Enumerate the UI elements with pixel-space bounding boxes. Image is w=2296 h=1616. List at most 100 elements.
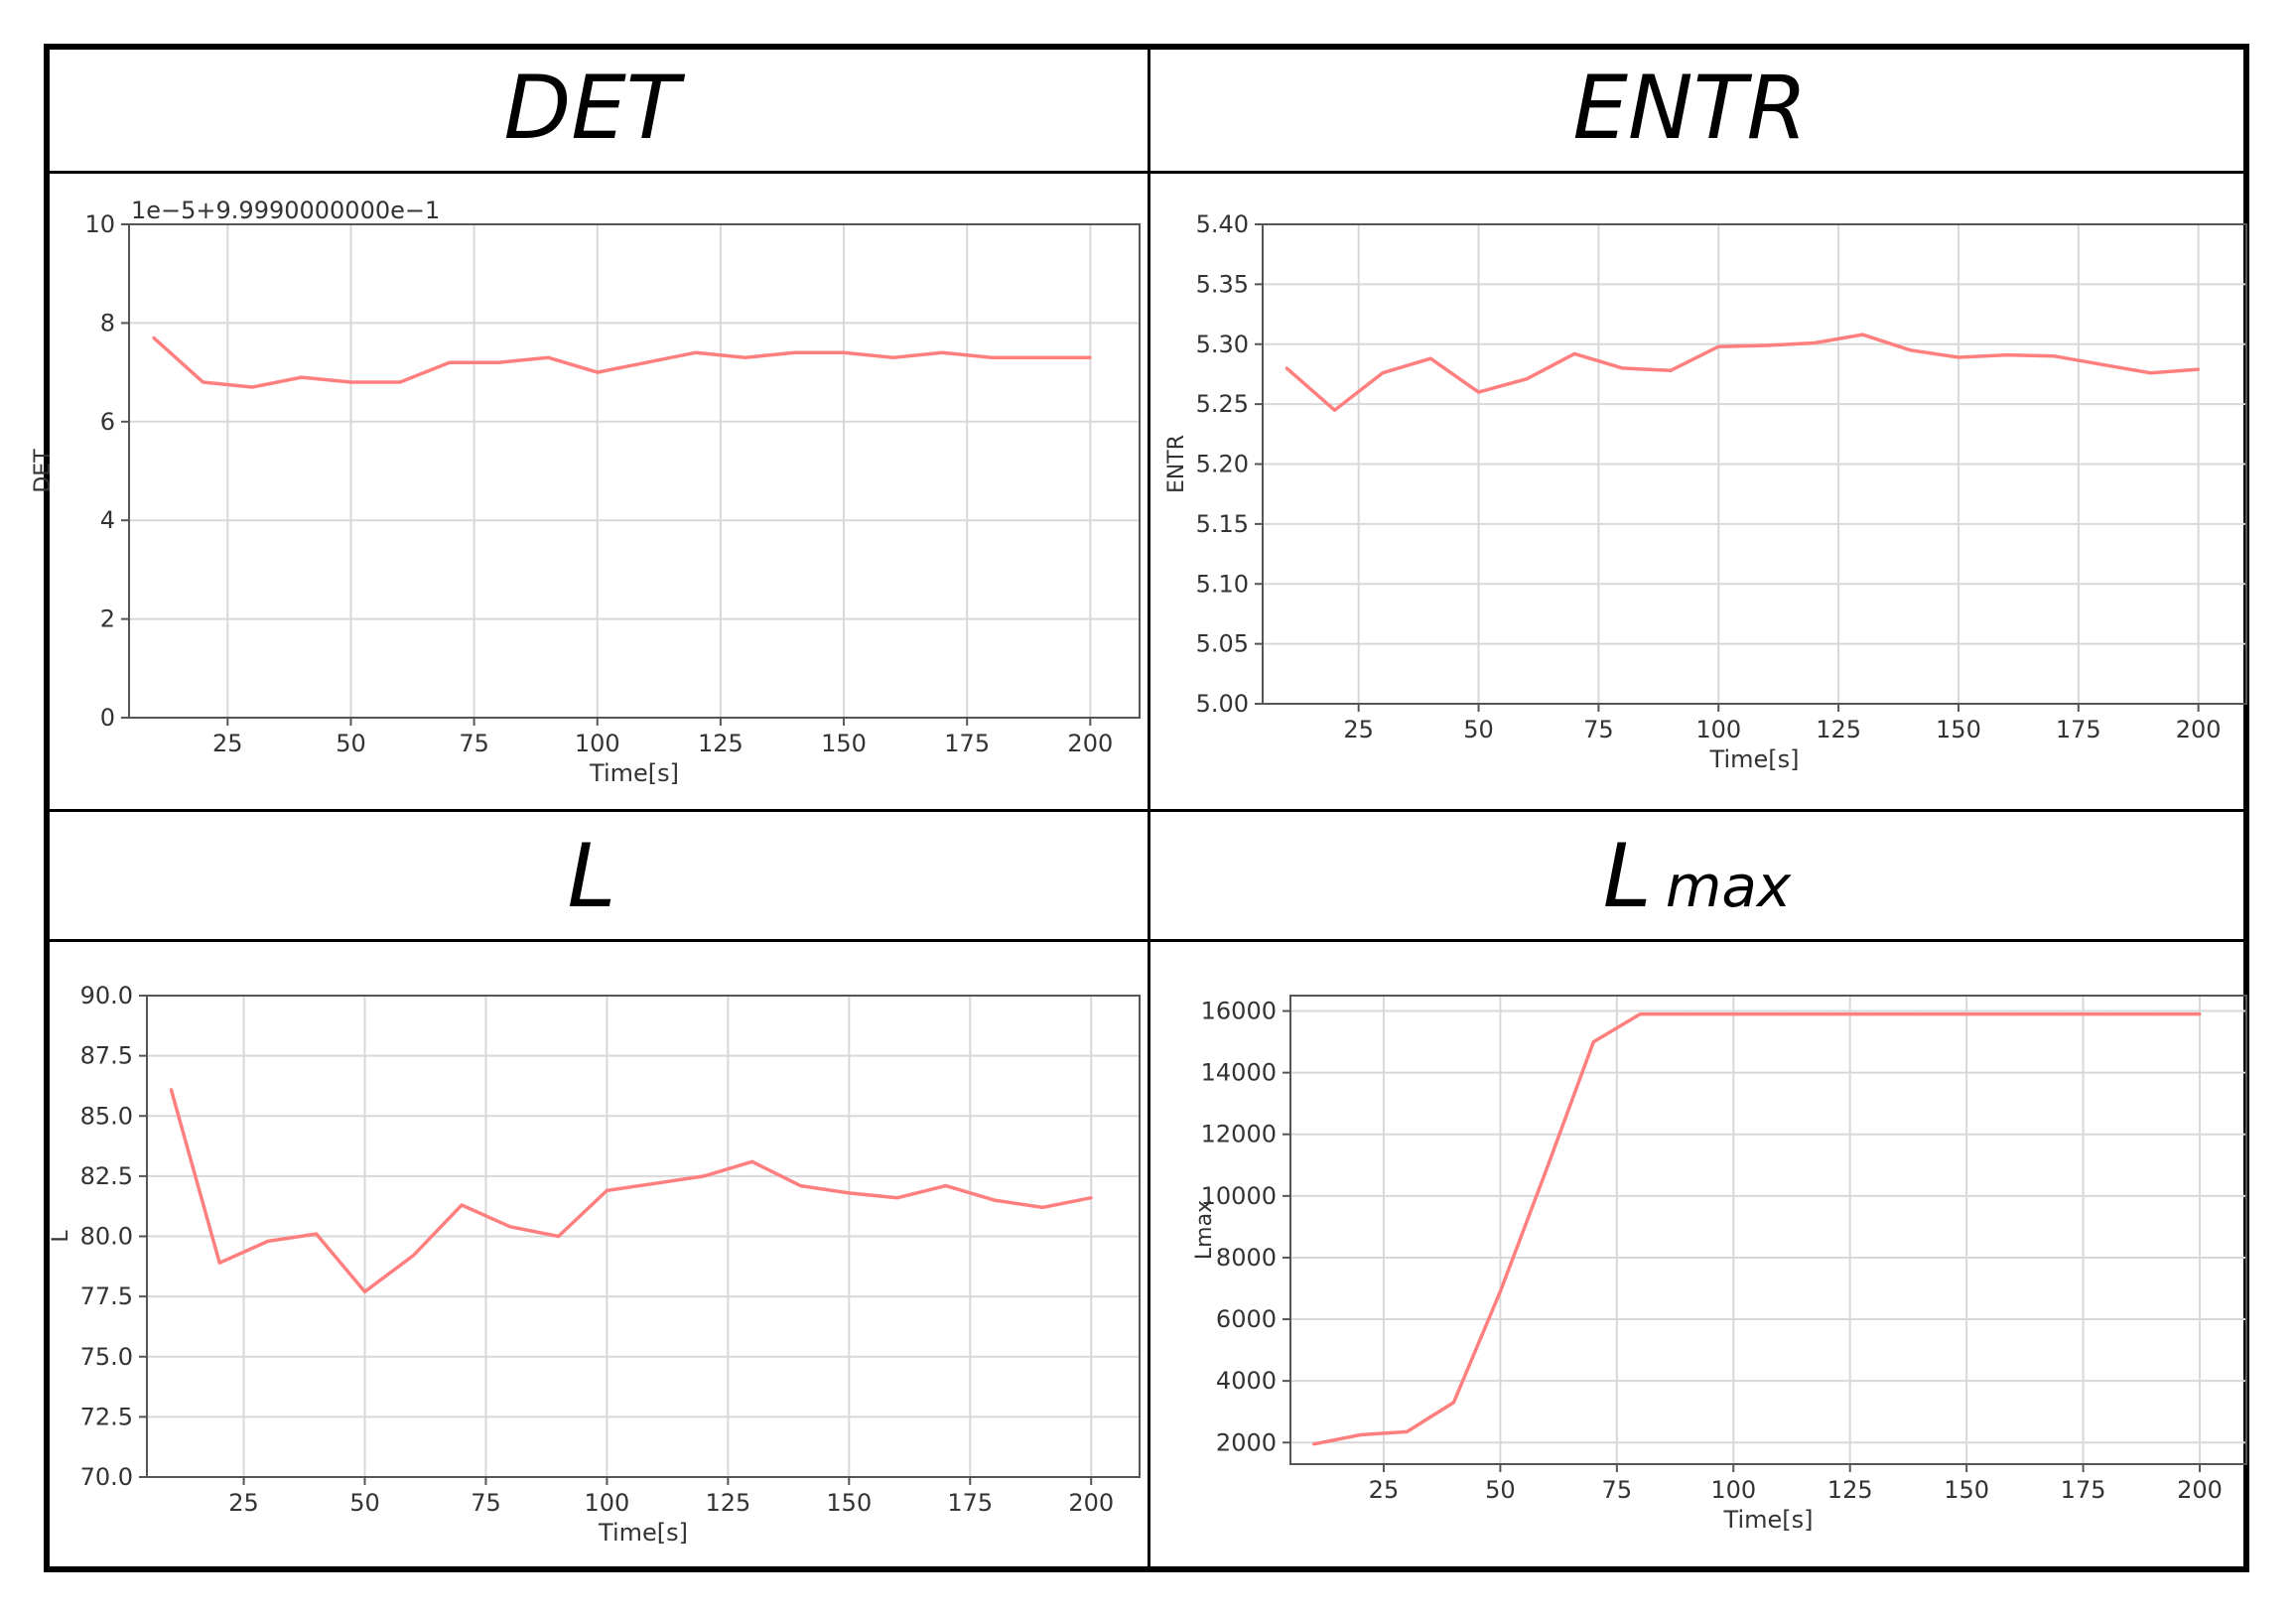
det-data-point <box>546 355 550 359</box>
l-data-point <box>363 1289 367 1293</box>
entr-series-line <box>1285 333 2199 412</box>
l-y-tick-label: 87.5 <box>80 1042 133 1070</box>
l-data-point <box>799 1184 803 1188</box>
entr-data-point <box>1957 355 1960 359</box>
l-series-line <box>169 1089 1092 1294</box>
lmax-data-point <box>2151 1012 2155 1016</box>
det-y-tick-label: 2 <box>100 606 115 633</box>
lmax-data-point <box>2058 1012 2062 1016</box>
l-data-point <box>217 1261 221 1265</box>
l-data-point <box>169 1088 173 1092</box>
panel-title-l: L <box>567 825 616 927</box>
det-data-point <box>792 350 796 354</box>
lmax-series-line <box>1313 1011 2200 1446</box>
lmax-data-point <box>2198 1012 2202 1016</box>
lmax-y-tick-label: 2000 <box>1216 1428 1277 1456</box>
lmax-x-tick-label: 75 <box>1602 1476 1633 1504</box>
lmax-x-tick-label: 25 <box>1369 1476 1400 1504</box>
det-data-point <box>940 350 944 354</box>
l-data-point <box>557 1235 561 1238</box>
l-data-point <box>460 1203 464 1207</box>
det-y-tick-label: 6 <box>100 408 115 436</box>
entr-data-point <box>2100 362 2104 366</box>
l-x-tick-label: 50 <box>349 1489 380 1517</box>
l-data-point <box>702 1174 706 1178</box>
l-data-point <box>750 1159 754 1163</box>
lmax-data-point <box>1824 1012 1828 1016</box>
lmax-data-point <box>1358 1433 1362 1436</box>
lmax-y-tick-label: 4000 <box>1216 1367 1277 1395</box>
lmax-data-point <box>1778 1012 1782 1016</box>
lmax-data-point <box>1731 1012 1735 1016</box>
row-divider-middle <box>44 809 2249 812</box>
det-y-tick-label: 8 <box>100 309 115 337</box>
det-x-tick-label: 100 <box>575 730 620 757</box>
lmax-plot: 25 50 75 100 125 150 175 200 2000 4000 6000 8000 100… <box>1192 995 2247 1534</box>
entr-x-tick-label: 125 <box>1816 716 1861 743</box>
lmax-x-tick-label: 50 <box>1485 1476 1516 1504</box>
l-y-tick-label: 80.0 <box>80 1223 133 1251</box>
l-x-tick-label: 175 <box>947 1489 993 1517</box>
lmax-y-tick-label: 14000 <box>1201 1059 1277 1087</box>
entr-data-point <box>1813 341 1817 345</box>
lmax-data-point <box>1685 1012 1688 1016</box>
lmax-y-tick-label: 16000 <box>1201 998 1277 1025</box>
l-data-point <box>1089 1196 1093 1200</box>
entr-plot: 25 50 75 100 125 150 175 200 5.00 5.05 5.10 5.15 5.2… <box>1164 210 2247 773</box>
l-data-point <box>1040 1205 1044 1209</box>
l-x-tick-label: 75 <box>471 1489 501 1517</box>
l-x-tick-label: 100 <box>585 1489 630 1517</box>
lmax-data-point <box>1918 1012 1922 1016</box>
lmax-x-tick-label: 175 <box>2061 1476 2106 1504</box>
det-data-point <box>398 380 402 384</box>
lmax-y-tick-label: 10000 <box>1201 1182 1277 1210</box>
det-axes-box <box>128 223 1141 719</box>
lmax-x-tick-label: 125 <box>1827 1476 1873 1504</box>
l-x-axis-label: Time[s] <box>598 1519 688 1547</box>
entr-data-point <box>1477 390 1481 394</box>
lmax-y-tick-label: 6000 <box>1216 1305 1277 1333</box>
det-plot: 25 50 75 100 125 150 175 200 0 2 4 6 8 10 Time[s] DET 1e… <box>31 197 1141 787</box>
det-x-tick-label: 125 <box>698 730 743 757</box>
l-data-point <box>847 1191 851 1195</box>
entr-data-point <box>2148 371 2152 375</box>
lmax-x-tick-label: 100 <box>1710 1476 1756 1504</box>
entr-data-point <box>1765 343 1769 347</box>
l-x-tick-label: 200 <box>1068 1489 1114 1517</box>
lmax-x-tick-label: 150 <box>1944 1476 1989 1504</box>
det-data-point <box>1039 355 1043 359</box>
det-x-tick-label: 200 <box>1067 730 1113 757</box>
det-data-point <box>891 355 895 359</box>
lmax-y-tick-label: 8000 <box>1216 1244 1277 1272</box>
entr-data-point <box>1669 368 1673 372</box>
det-y-tick-label: 4 <box>100 506 115 534</box>
entr-y-tick-label: 5.40 <box>1196 210 1249 238</box>
l-x-tick-label: 125 <box>705 1489 750 1517</box>
det-x-tick-label: 75 <box>459 730 489 757</box>
det-data-point <box>496 360 500 364</box>
det-data-point <box>694 350 698 354</box>
row-divider-bottom-header <box>44 939 2249 942</box>
lmax-data-point <box>1498 1289 1502 1293</box>
l-data-point <box>895 1196 899 1200</box>
lmax-x-tick-label: 200 <box>2177 1476 2223 1504</box>
l-y-tick-label: 90.0 <box>80 982 133 1010</box>
lmax-data-point <box>1451 1401 1455 1405</box>
entr-y-tick-label: 5.00 <box>1196 690 1249 718</box>
l-y-tick-label: 82.5 <box>80 1162 133 1190</box>
lmax-y-tick-label: 12000 <box>1201 1121 1277 1148</box>
entr-data-point <box>1621 366 1625 370</box>
det-data-point <box>201 380 204 384</box>
entr-data-point <box>1381 371 1385 375</box>
lmax-data-point <box>1964 1012 1968 1016</box>
det-data-point <box>250 385 254 389</box>
entr-data-point <box>2197 367 2201 371</box>
l-y-axis-label: L <box>49 1230 73 1243</box>
l-x-tick-label: 150 <box>826 1489 872 1517</box>
entr-x-tick-label: 175 <box>2056 716 2101 743</box>
entr-x-tick-label: 150 <box>1936 716 1981 743</box>
det-data-point <box>596 370 600 374</box>
entr-y-axis-label: ENTR <box>1164 435 1189 493</box>
lmax-data-point <box>1638 1012 1642 1016</box>
